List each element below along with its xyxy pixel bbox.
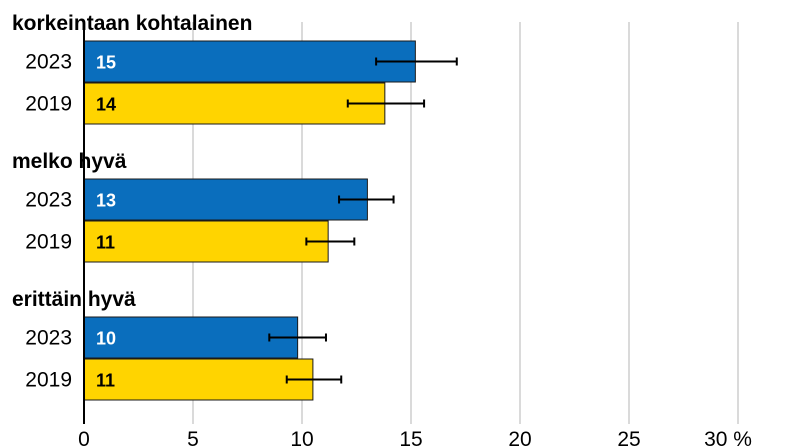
bar [83, 178, 368, 221]
bar [83, 40, 416, 83]
x-tick-label: 15 [399, 428, 422, 448]
x-tick-label: 0 [78, 428, 90, 448]
data-label: 13 [96, 191, 116, 211]
bar [83, 316, 299, 359]
data-label: 11 [96, 233, 115, 253]
x-tick-label: 5 [187, 428, 199, 448]
x-tick-label: 10 [290, 428, 313, 448]
year-label: 2023 [25, 189, 72, 212]
year-label: 2023 [25, 51, 72, 74]
bar [83, 82, 386, 125]
data-label: 14 [96, 95, 116, 115]
bar [83, 220, 329, 263]
x-tick-label: 20 [508, 428, 531, 448]
group-title: melko hyvä [12, 150, 127, 173]
data-label: 15 [96, 53, 116, 73]
x-tick-label: 30 % [704, 428, 752, 448]
bar [83, 358, 314, 401]
year-label: 2019 [25, 93, 72, 116]
group-title: erittäin hyvä [12, 288, 136, 311]
data-label: 11 [96, 371, 115, 391]
group-title: korkeintaan kohtalainen [12, 12, 252, 35]
x-tick-label: 25 [617, 428, 640, 448]
year-label: 2019 [25, 369, 72, 392]
year-label: 2023 [25, 327, 72, 350]
data-label: 10 [96, 329, 116, 349]
year-label: 2019 [25, 231, 72, 254]
